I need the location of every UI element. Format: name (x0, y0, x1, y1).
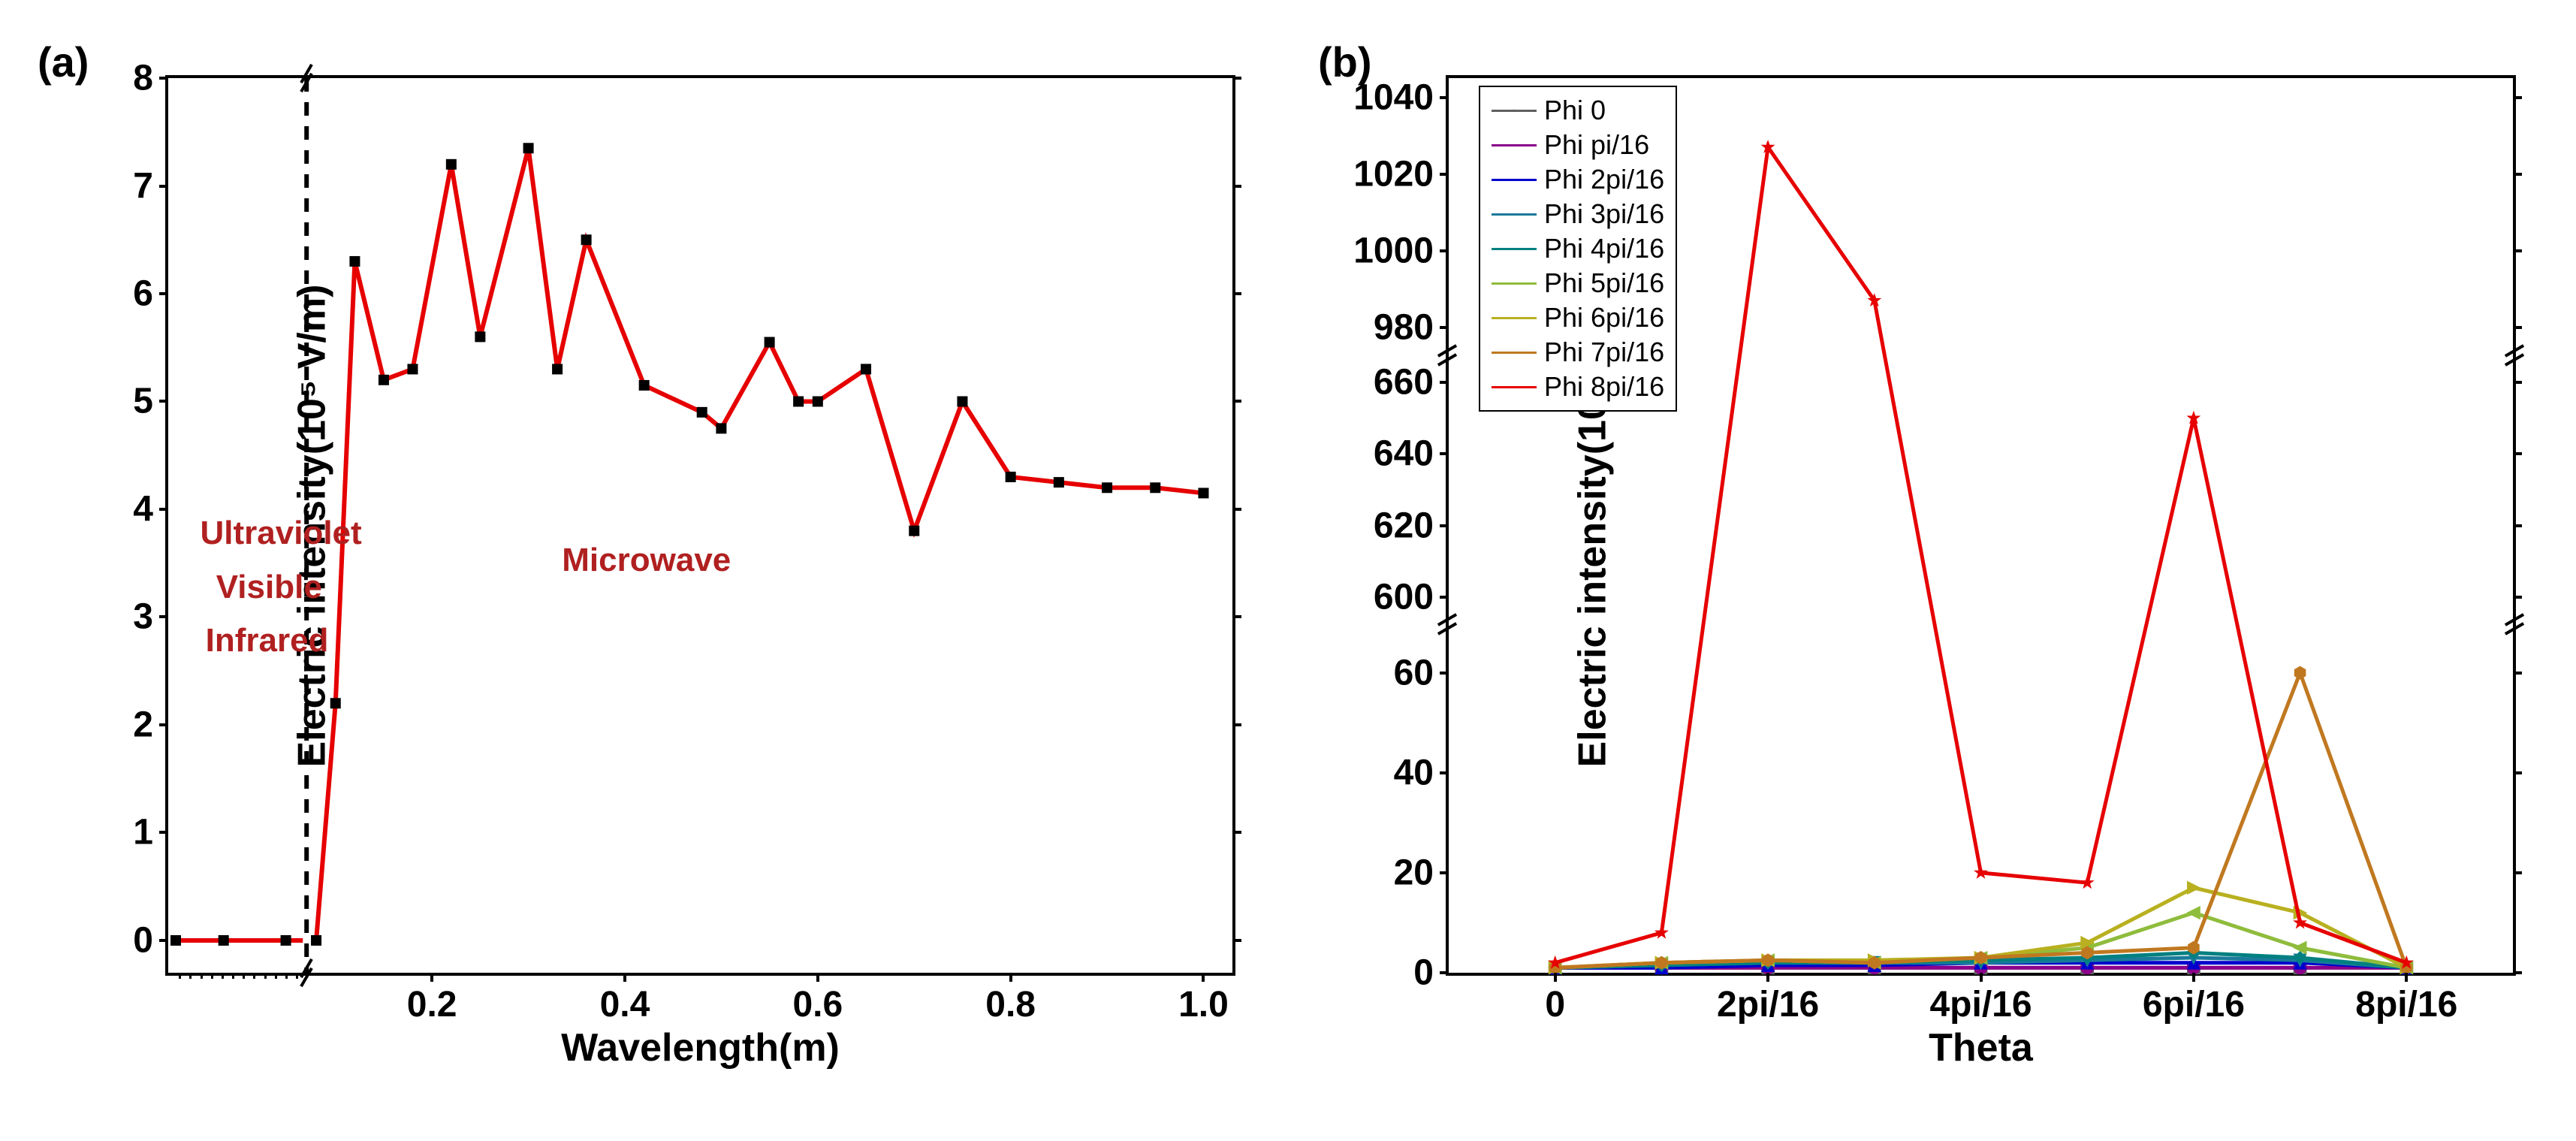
ytick-label: 7 (133, 165, 153, 207)
xtick-label: 4pi/16 (1929, 984, 2032, 1025)
legend-label: Phi 8pi/16 (1544, 371, 1664, 403)
xtick-label: 0.6 (792, 984, 843, 1025)
ytick-label: 1000 (1353, 230, 1434, 271)
legend-item: Phi 6pi/16 (1492, 300, 1664, 335)
annotation: Ultraviolet (201, 515, 362, 552)
xtick-label: 6pi/16 (2143, 984, 2245, 1025)
ytick-label: 60 (1394, 652, 1434, 693)
panel-a-label: (a) (38, 38, 89, 86)
chart-b-legend: Phi 0Phi pi/16Phi 2pi/16Phi 3pi/16Phi 4p… (1479, 86, 1677, 412)
ytick-label: 4 (133, 488, 153, 530)
ytick-label: 980 (1374, 306, 1434, 348)
legend-label: Phi 7pi/16 (1544, 337, 1664, 368)
legend-item: Phi 4pi/16 (1492, 231, 1664, 266)
ytick-label: 1 (133, 812, 153, 853)
legend-label: Phi 5pi/16 (1544, 267, 1664, 299)
ytick-label: 40 (1394, 752, 1434, 793)
ytick-label: 3 (133, 596, 153, 638)
annotation: Visible (216, 569, 322, 606)
chart-b-container: Electric intensity(10⁵ V/m) Theta Phi 0P… (1446, 75, 2516, 976)
legend-label: Phi pi/16 (1544, 129, 1649, 161)
legend-label: Phi 0 (1544, 95, 1606, 126)
xtick-label: 0.8 (985, 984, 1036, 1025)
chart-b-xlabel: Theta (1929, 1025, 2033, 1070)
xtick-label: 1.0 (1178, 984, 1229, 1025)
xtick-label: 0.2 (407, 984, 457, 1025)
xtick-label: 0 (1545, 984, 1565, 1025)
ytick-label: 5 (133, 381, 153, 422)
legend-item: Phi 7pi/16 (1492, 335, 1664, 370)
legend-label: Phi 4pi/16 (1544, 233, 1664, 264)
legend-label: Phi 3pi/16 (1544, 198, 1664, 230)
ytick-label: 600 (1374, 576, 1434, 617)
ytick-label: 2 (133, 704, 153, 745)
ytick-label: 660 (1374, 361, 1434, 403)
chart-a-container: Electric intensity(10⁵ V/m) Wavelength(m… (165, 75, 1235, 976)
ytick-label: 6 (133, 273, 153, 315)
legend-item: Phi 5pi/16 (1492, 266, 1664, 300)
ytick-label: 0 (133, 919, 153, 961)
legend-label: Phi 6pi/16 (1544, 302, 1664, 334)
xtick-label: 2pi/16 (1717, 984, 1819, 1025)
legend-label: Phi 2pi/16 (1544, 164, 1664, 195)
panel-b: (b) Electric intensity(10⁵ V/m) Theta Ph… (1311, 30, 2546, 1111)
ytick-label: 640 (1374, 433, 1434, 475)
xtick-label: 0.4 (600, 984, 650, 1025)
ytick-label: 620 (1374, 505, 1434, 546)
xtick-label: 8pi/16 (2355, 984, 2457, 1025)
annotation: Infrared (206, 622, 329, 660)
annotation: Microwave (562, 542, 731, 579)
ytick-label: 20 (1394, 852, 1434, 893)
ytick-label: 8 (133, 58, 153, 99)
legend-item: Phi 2pi/16 (1492, 162, 1664, 197)
legend-item: Phi pi/16 (1492, 128, 1664, 162)
legend-item: Phi 3pi/16 (1492, 197, 1664, 231)
ytick-label: 1020 (1353, 153, 1434, 195)
ytick-label: 0 (1413, 952, 1434, 994)
ytick-label: 1040 (1353, 77, 1434, 118)
legend-item: Phi 0 (1492, 93, 1664, 128)
panel-a: (a) Electric intensity(10⁵ V/m) Waveleng… (30, 30, 1265, 1111)
chart-a-xlabel: Wavelength(m) (561, 1025, 840, 1070)
legend-item: Phi 8pi/16 (1492, 370, 1664, 404)
